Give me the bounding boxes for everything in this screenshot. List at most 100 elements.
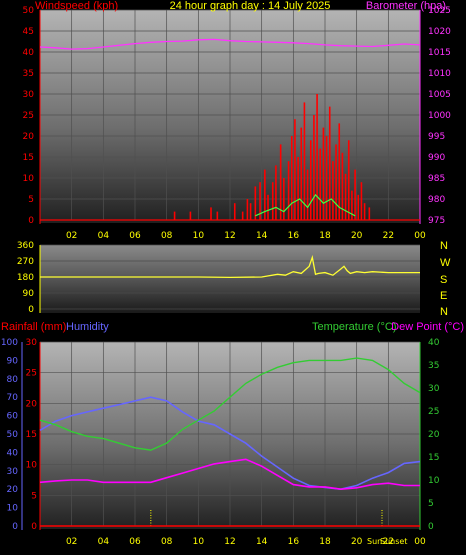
p1-left-tick-label: 20 (23, 132, 35, 142)
p3-humidity-tick-label: 80 (7, 375, 19, 385)
p3-temp-tick-label: 30 (428, 384, 440, 394)
rainfall-axis-title: Rainfall (mm) (1, 321, 66, 333)
p3-temp-tick-label: 15 (428, 453, 439, 463)
compass-e: E (440, 290, 447, 302)
p3-rain-tick-label: 10 (26, 461, 38, 471)
p3-humidity-tick-label: 50 (7, 430, 19, 440)
p1-x-tick-label: 04 (98, 231, 110, 241)
p2-tick-label: 360 (17, 241, 34, 251)
p2-tick-label: 180 (17, 273, 34, 283)
panel-2-bg (40, 245, 420, 313)
p1-right-tick-label: 1025 (428, 6, 451, 16)
p3-temp-tick-label: 5 (428, 499, 434, 509)
p1-right-tick-label: 1015 (428, 48, 451, 58)
p3-rain-tick-label: 5 (31, 491, 37, 501)
p3-x-tick-label: 02 (66, 537, 77, 547)
p1-x-tick-label: 10 (193, 231, 205, 241)
sunset-label: Sunset (380, 537, 407, 546)
dewpoint-axis-title: Dew Point (°C) (391, 321, 464, 333)
p1-right-tick-label: 1000 (428, 111, 451, 121)
p1-x-tick-label: 06 (129, 231, 141, 241)
p1-left-tick-label: 30 (23, 90, 35, 100)
p1-right-tick-label: 1020 (428, 27, 451, 37)
p3-temp-tick-label: 20 (428, 430, 440, 440)
p3-rain-tick-label: 0 (31, 522, 37, 532)
p1-right-tick-label: 985 (428, 174, 445, 184)
p3-humidity-tick-label: 60 (7, 412, 19, 422)
p3-x-tick-label: 22 (383, 537, 394, 547)
p1-x-tick-label: 16 (288, 231, 300, 241)
p1-left-tick-label: 15 (23, 153, 34, 163)
p1-right-tick-label: 1010 (428, 69, 451, 79)
barometer-axis-title: Barometer (hpa) (366, 0, 446, 12)
p3-x-tick-label: 12 (224, 537, 235, 547)
p3-x-tick-label: 06 (129, 537, 141, 547)
p1-right-tick-label: 1005 (428, 90, 451, 100)
p1-left-tick-label: 35 (23, 69, 34, 79)
p1-left-tick-label: 5 (28, 195, 34, 205)
p2-tick-label: 90 (23, 289, 35, 299)
humidity-axis-title: Humidity (66, 321, 109, 333)
p1-left-tick-label: 50 (23, 6, 35, 16)
p3-x-tick-label: 18 (319, 537, 331, 547)
sunrise-label: Sun (367, 537, 382, 546)
compass-s: S (440, 274, 447, 286)
p2-tick-label: 0 (28, 305, 34, 315)
p1-x-tick-label: 22 (383, 231, 394, 241)
p3-x-tick-label: 00 (414, 537, 426, 547)
p2-tick-label: 270 (17, 257, 34, 267)
temperature-axis-title: Temperature (°C) (312, 321, 396, 333)
p3-humidity-tick-label: 100 (1, 338, 18, 348)
compass-n-bottom: N (440, 306, 448, 318)
p1-left-tick-label: 25 (23, 111, 34, 121)
p1-x-tick-label: 00 (414, 231, 426, 241)
p3-rain-tick-label: 20 (26, 399, 38, 409)
p1-right-tick-label: 990 (428, 153, 445, 163)
compass-w: W (440, 257, 451, 269)
p3-humidity-tick-label: 30 (7, 467, 19, 477)
p1-x-tick-label: 14 (256, 231, 268, 241)
gust-line (255, 193, 356, 217)
p3-x-tick-label: 16 (288, 537, 300, 547)
p1-x-tick-label: 12 (224, 231, 235, 241)
p3-humidity-tick-label: 40 (7, 448, 19, 458)
p1-left-tick-label: 45 (23, 27, 34, 37)
p1-left-tick-label: 10 (23, 174, 35, 184)
p3-temp-tick-label: 35 (428, 361, 439, 371)
p3-temp-tick-label: 10 (428, 476, 440, 486)
chart-title: 24 hour graph day : 14 July 2025 (170, 0, 331, 12)
p3-temp-tick-label: 25 (428, 407, 439, 417)
p3-rain-tick-label: 25 (26, 369, 37, 379)
p3-x-tick-label: 10 (193, 537, 205, 547)
p3-rain-tick-label: 30 (26, 338, 38, 348)
p3-humidity-tick-label: 0 (12, 522, 18, 532)
p1-right-tick-label: 995 (428, 132, 445, 142)
p1-x-tick-label: 20 (351, 231, 363, 241)
p3-temp-tick-label: 0 (428, 522, 434, 532)
windspeed-axis-title: Windspeed (kph) (35, 0, 118, 12)
p1-x-tick-label: 18 (319, 231, 331, 241)
p3-x-tick-label: 08 (161, 537, 173, 547)
p3-humidity-tick-label: 20 (7, 485, 19, 495)
barometer-line (39, 38, 421, 50)
p1-right-tick-label: 980 (428, 195, 445, 205)
p1-left-tick-label: 40 (23, 48, 35, 58)
p1-x-tick-label: 02 (66, 231, 77, 241)
p1-right-tick-label: 975 (428, 216, 445, 226)
p3-x-tick-label: 14 (256, 537, 268, 547)
temperature-line (39, 357, 421, 451)
humidity-line (39, 396, 421, 491)
p3-temp-tick-label: 40 (428, 338, 440, 348)
wind-direction-line (40, 254, 420, 279)
dewpoint-line (39, 458, 420, 491)
p1-x-tick-label: 08 (161, 231, 173, 241)
p3-x-tick-label: 04 (98, 537, 110, 547)
p3-rain-tick-label: 15 (26, 430, 37, 440)
p3-humidity-tick-label: 90 (7, 356, 19, 366)
p3-x-tick-label: 20 (351, 537, 363, 547)
p3-humidity-tick-label: 70 (7, 393, 19, 403)
compass-n-top: N (440, 240, 448, 252)
p3-humidity-tick-label: 10 (7, 504, 19, 514)
